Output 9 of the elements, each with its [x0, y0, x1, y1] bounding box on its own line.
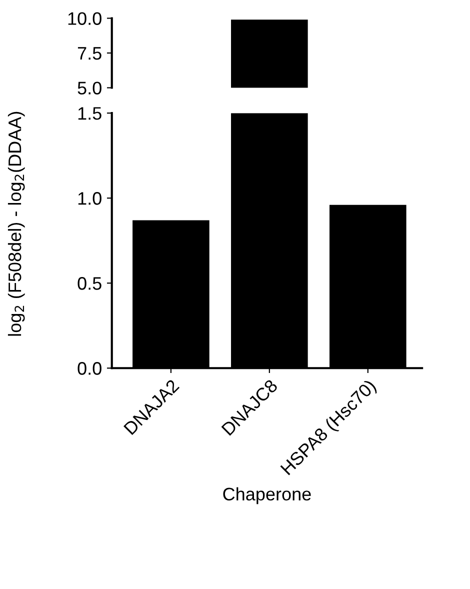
y-axis-title: log$_{2}$ (F508del) - log$_{2}$(DDAA)	[8, 112, 25, 336]
y-tick-label: 5.0	[78, 82, 102, 94]
y-tick-label: 10.0	[68, 12, 102, 25]
y-tick-label: 0.5	[78, 277, 102, 290]
y-tick-label: 1.5	[78, 107, 102, 120]
y-tick-label: 0.0	[78, 362, 102, 375]
x-axis-title: Chaperone	[223, 487, 311, 504]
y-tick-label: 7.5	[78, 47, 102, 60]
y-tick-label: 1.0	[78, 192, 102, 205]
